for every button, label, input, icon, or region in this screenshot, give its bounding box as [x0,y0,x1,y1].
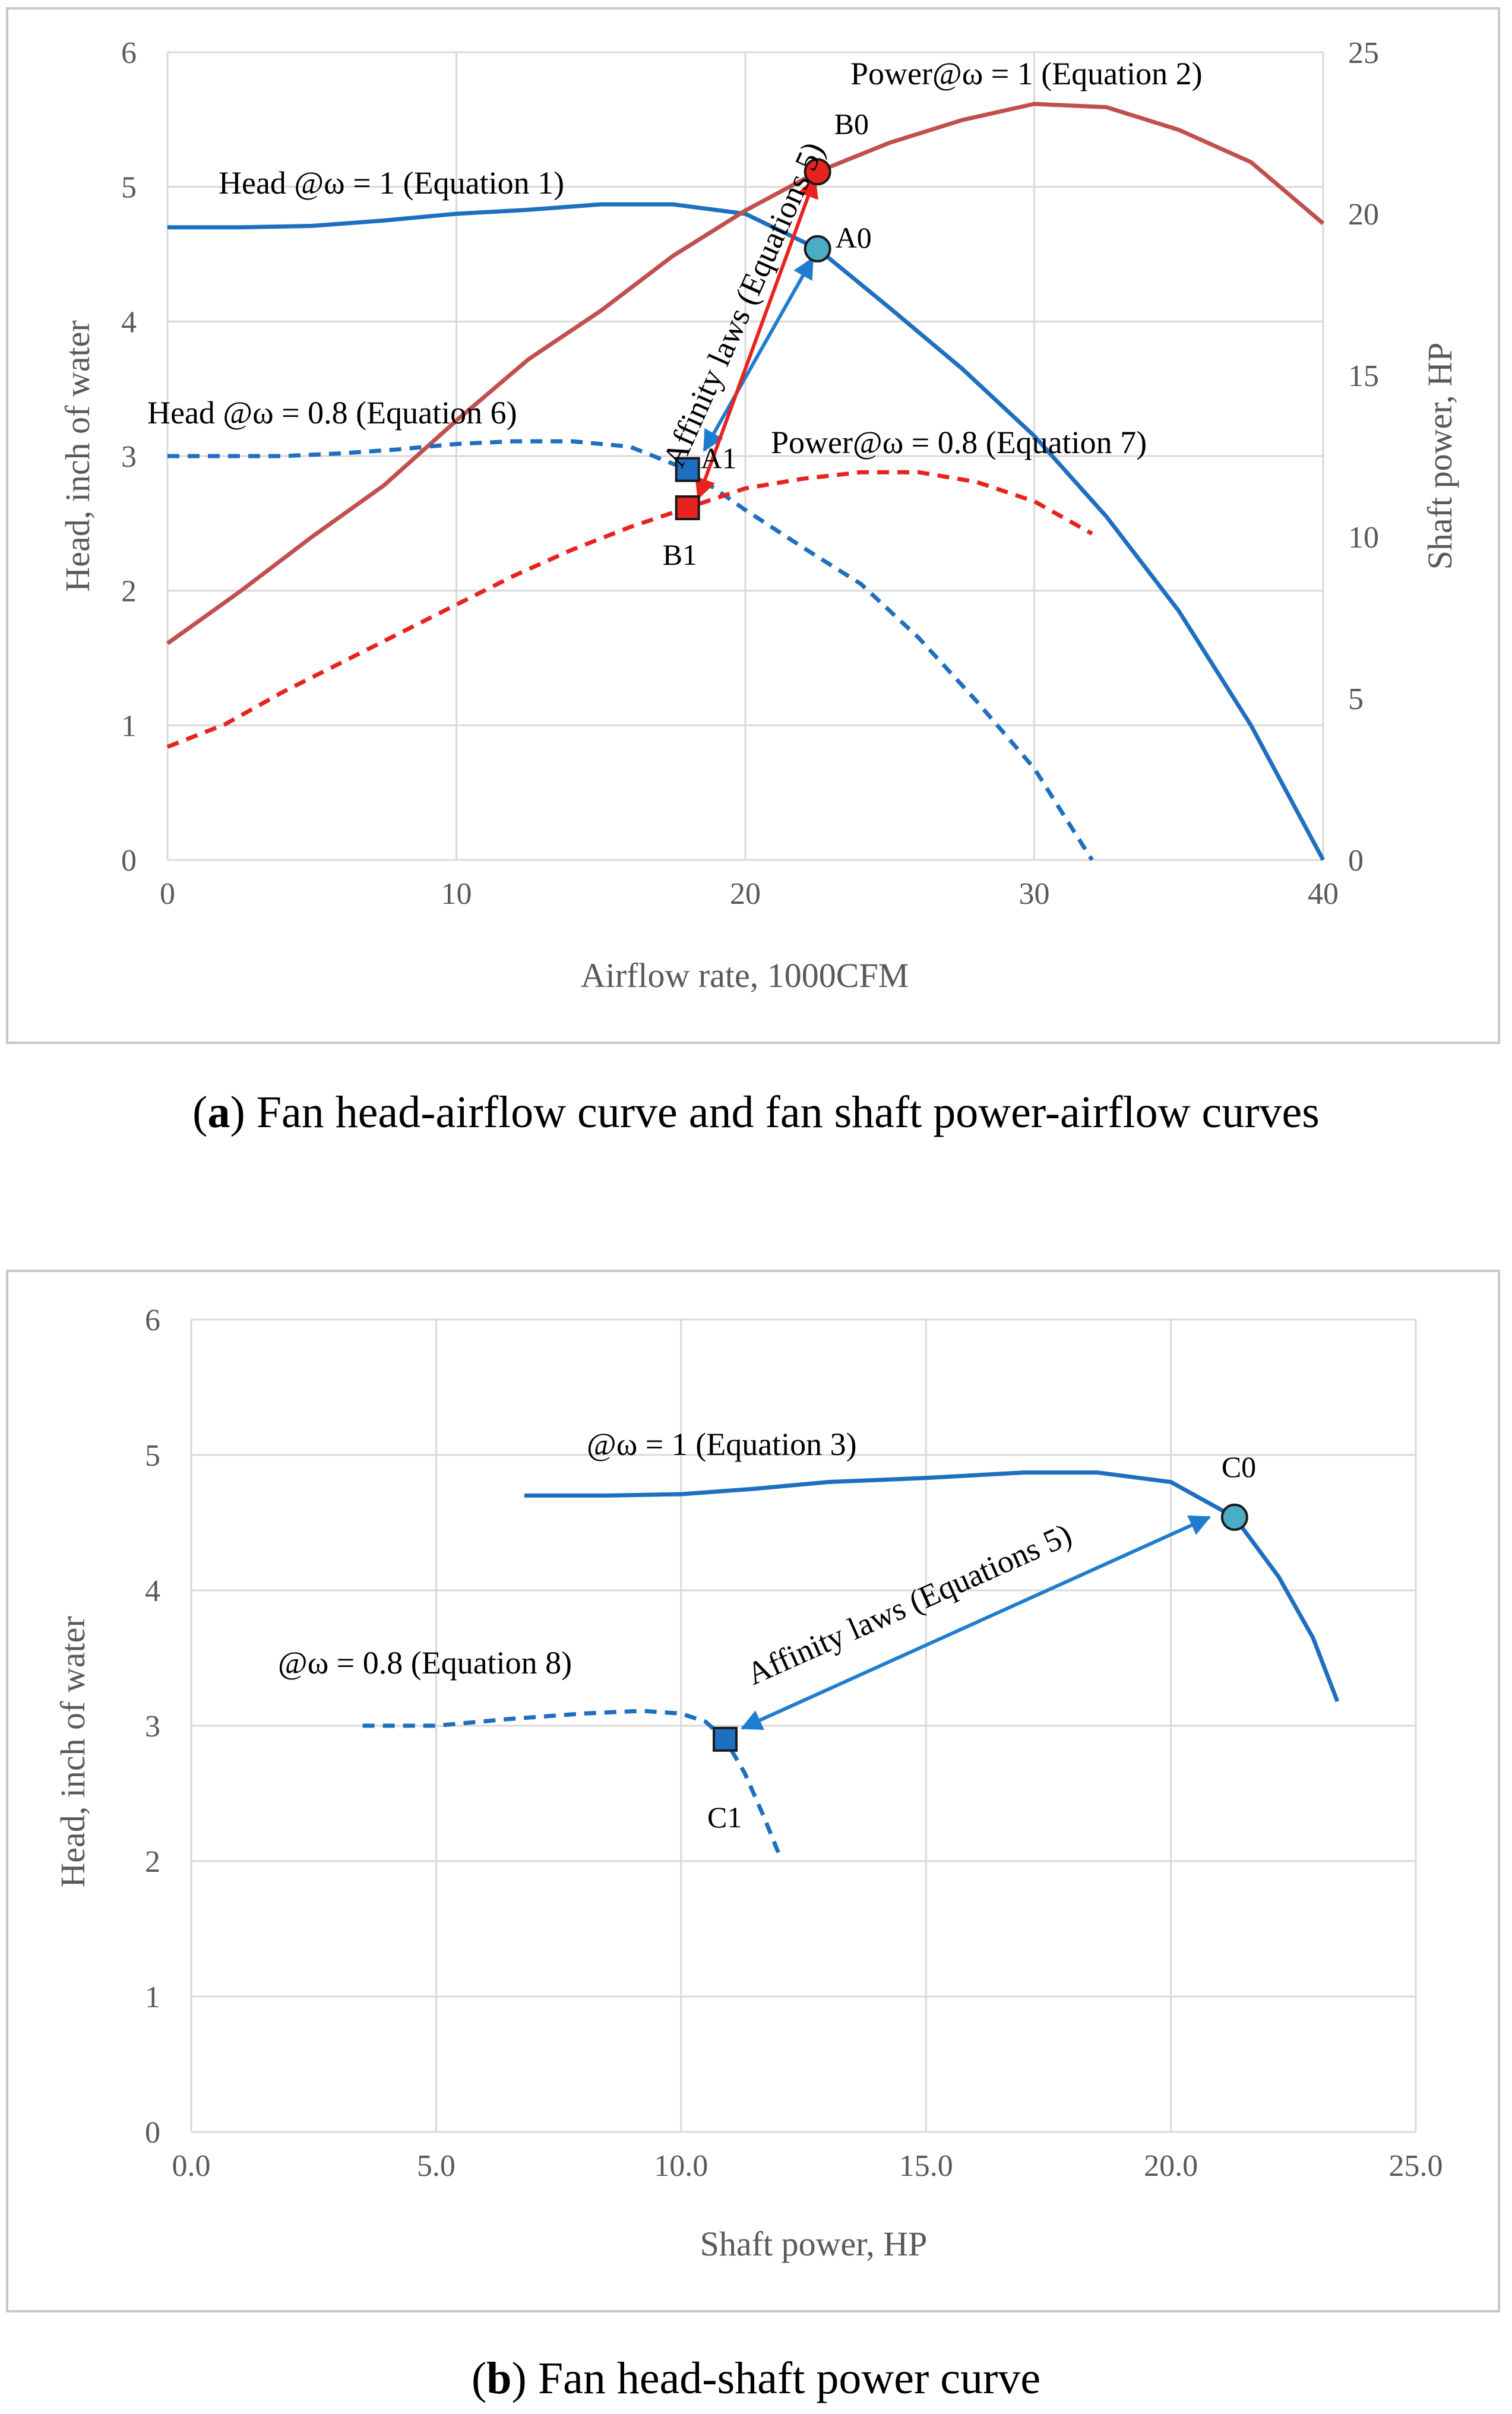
y2-tick-label: 5 [1348,682,1364,716]
point-marker-b0 [804,158,831,186]
x-tick-label: 20 [730,877,761,911]
label-head-w08: Head @ω = 0.8 (Equation 6) [147,395,517,431]
y-axis-label-b: Head, inch of water [53,1616,92,1887]
point-marker-a1 [675,457,700,482]
y-tick-label: 4 [145,1574,160,1608]
x-axis-label-a: Airflow rate, 1000CFM [581,956,909,995]
caption-a: (a) Fan head-airflow curve and fan shaft… [192,1087,1320,1137]
point-label-a1: A1 [701,442,737,475]
point-marker-a0 [804,235,831,262]
panel-b-grid [190,1318,1417,2133]
y-tick-label: 2 [121,575,137,609]
series-line-1 [524,1470,1340,1703]
panel-b-ticks: 0.0 5.0 10.0 15.0 20.0 25.0 0 1 2 3 4 5 6 [145,1304,1443,2183]
label-power-w1: Power@ω = 1 (Equation 2) [850,56,1203,91]
y-tick-label: 5 [121,171,137,205]
panel-a-ticks: 0 10 20 30 40 0 1 2 3 4 5 6 0 5 10 15 20 25 [121,36,1379,911]
point-label-c1: C1 [707,1801,742,1834]
point-label-c0: C0 [1222,1450,1256,1483]
point-marker-b1 [675,495,700,521]
y-tick-label: 6 [145,1304,160,1337]
caption-a-letter: a [207,1087,230,1137]
point-label-b0: B0 [834,107,869,140]
label-head-w1: Head @ω = 1 (Equation 1) [219,165,564,201]
x-tick-label: 10.0 [654,2149,708,2183]
label-curve-w08: @ω = 0.8 (Equation 8) [278,1645,572,1681]
y2-tick-label: 0 [1348,844,1364,878]
x-tick-label: 10 [441,877,472,911]
x-tick-label: 5.0 [417,2149,456,2183]
caption-a-text: Fan head-airflow curve and fan shaft pow… [257,1087,1320,1137]
affinity-arrow-a-power [695,176,818,500]
x-tick-label: 0 [160,877,175,911]
y-tick-label: 0 [145,2116,160,2150]
y2-tick-label: 10 [1348,521,1379,555]
label-power-w08: Power@ω = 0.8 (Equation 7) [771,425,1147,460]
point-label-a0: A0 [836,221,872,254]
panel-b-series [362,1470,1340,1855]
x-axis-label-b: Shaft power, HP [700,2225,928,2263]
y-tick-label: 6 [121,36,137,70]
y-tick-label: 3 [121,440,137,474]
label-curve-w1: @ω = 1 (Equation 3) [587,1426,857,1462]
caption-b-letter: b [486,2353,511,2403]
x-tick-label: 20.0 [1144,2149,1198,2183]
x-tick-label: 30 [1019,877,1050,911]
y2-tick-label: 25 [1348,36,1379,70]
x-tick-label: 25.0 [1389,2149,1443,2183]
y-tick-label: 0 [121,844,137,878]
y-tick-label: 1 [121,709,137,743]
y-tick-label: 2 [145,1845,160,1879]
caption-b-text: Fan head-shaft power curve [538,2353,1040,2403]
panel-b-points: C0 C1 [707,1450,1256,1834]
y2-tick-label: 20 [1348,198,1379,232]
panel-a-points: A0 A1 B0 B1 [663,107,872,571]
y-tick-label: 5 [145,1439,160,1473]
y-tick-label: 3 [145,1710,160,1744]
y-tick-label: 4 [121,305,137,339]
point-marker-c0 [1220,1503,1248,1531]
x-tick-label: 0.0 [172,2149,211,2183]
y2-axis-label-a: Shaft power, HP [1421,343,1459,570]
y-axis-label-a: Head, inch of water [58,320,97,591]
series-line-2 [362,1709,782,1855]
x-tick-label: 40 [1308,877,1339,911]
point-label-b1: B1 [663,538,697,571]
y-tick-label: 1 [145,1980,160,2014]
x-tick-label: 15.0 [899,2149,953,2183]
affinity-arrow-b [740,1515,1212,1730]
caption-b: (b) Fan head-shaft power curve [472,2353,1040,2403]
series-line-4 [166,470,1093,749]
point-marker-c1 [713,1726,738,1752]
y2-tick-label: 15 [1348,359,1379,393]
